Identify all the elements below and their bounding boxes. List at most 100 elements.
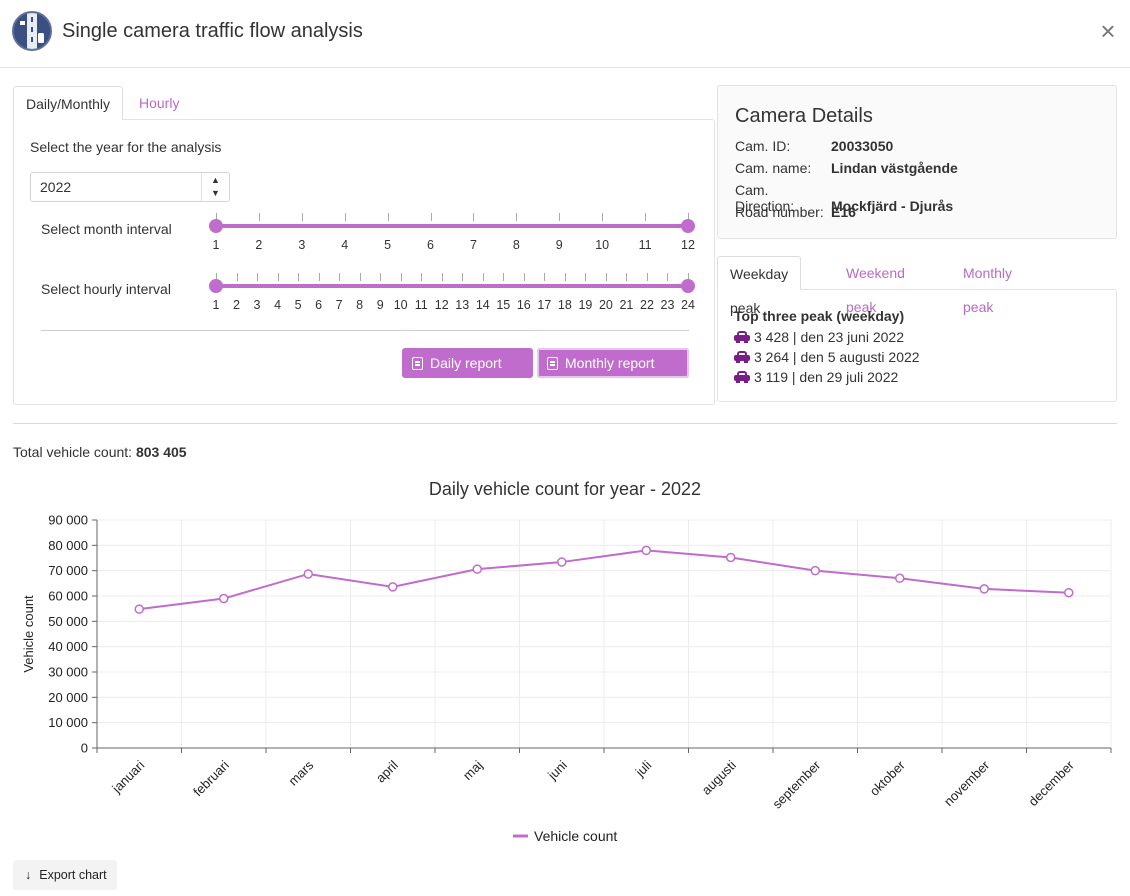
car-icon [734, 351, 750, 363]
hour-slider-tick [503, 273, 505, 281]
month-slider-tick [645, 213, 647, 221]
hour-slider-tick [523, 273, 525, 281]
cam-name-value: Lindan västgående [831, 160, 958, 176]
hour-slider-tick [688, 273, 689, 281]
tab-hourly[interactable]: Hourly [139, 95, 180, 111]
hour-slider-tick-label: 17 [537, 298, 552, 312]
cam-name-row: Cam. name: Lindan västgående [735, 160, 958, 176]
y-tick-label: 10 000 [48, 715, 88, 730]
year-value: 2022 [40, 179, 72, 195]
month-slider-tick-label: 12 [681, 238, 695, 252]
tab-weekday-peak[interactable]: Weekday peak [717, 256, 802, 316]
tab-daily-monthly[interactable]: Daily/Monthly [13, 86, 124, 120]
hour-slider-tick-label: 1 [212, 298, 220, 312]
data-point[interactable] [810, 565, 820, 576]
hour-slider-tick [236, 273, 238, 281]
tab-weekend-peak[interactable]: Weekend peak [846, 265, 905, 315]
month-slider-tick-label: 1 [212, 238, 220, 252]
month-slider-tick [602, 213, 604, 221]
hour-slider-tick-label: 16 [516, 298, 531, 312]
monthly-report-label: Monthly report [565, 355, 655, 371]
hour-slider-tick-label: 4 [274, 298, 282, 312]
x-tick-label: juni [544, 757, 570, 783]
hour-slider-tick [216, 273, 217, 281]
month-slider-start-handle[interactable] [209, 219, 223, 233]
x-tick-label: maj [460, 757, 485, 782]
y-tick-label: 0 [81, 741, 88, 756]
close-icon[interactable]: × [1100, 16, 1116, 46]
road-number-value: E16 [831, 204, 856, 220]
stepper-down-icon[interactable]: ▼ [211, 188, 220, 198]
month-slider-tick-label: 9 [555, 238, 563, 252]
month-slider-end-handle[interactable] [681, 219, 695, 233]
hour-slider-end-handle[interactable] [681, 279, 695, 293]
hour-slider-tick-label: 5 [294, 298, 302, 312]
data-point[interactable] [726, 552, 736, 563]
hour-slider-tick [257, 273, 259, 281]
export-chart-label: Export chart [39, 868, 107, 882]
series-line-vehicle-count [139, 549, 1069, 611]
data-point[interactable] [1064, 587, 1074, 598]
hour-slider-track[interactable] [216, 284, 688, 288]
hour-slider-tick [585, 273, 587, 281]
section-divider [13, 423, 1117, 424]
hour-slider-tick-label: 10 [393, 298, 408, 312]
peak-item-text: 3 428 | den 23 juni 2022 [754, 329, 904, 345]
x-tick-label: januari [108, 757, 147, 796]
hour-slider-tick-label: 15 [496, 298, 511, 312]
data-point[interactable] [388, 582, 398, 592]
peak-title: Top three peak (weekday) [734, 308, 905, 324]
hour-slider-start-handle[interactable] [209, 279, 223, 293]
report-icon [547, 357, 558, 370]
data-point[interactable] [557, 557, 567, 567]
monthly-report-button[interactable]: Monthly report [537, 348, 689, 378]
data-point[interactable] [979, 584, 989, 594]
hour-slider-tick [298, 273, 300, 281]
car-icon [734, 371, 750, 383]
hour-slider-tick [339, 273, 341, 281]
month-slider-tick [301, 213, 303, 221]
hour-slider-tick-label: 18 [557, 298, 572, 312]
legend-label[interactable]: Vehicle count [534, 828, 617, 844]
camera-logo-icon [12, 11, 52, 51]
tab-monthly-peak[interactable]: Monthly peak [963, 265, 1013, 315]
peak-panel: Top three peak (weekday) 3 428 | den 23 … [717, 289, 1117, 402]
x-tick-label: september [769, 757, 824, 812]
data-point[interactable] [641, 545, 651, 556]
dialog-title: Single camera traffic flow analysis [62, 20, 363, 42]
data-point[interactable] [895, 573, 905, 584]
data-point[interactable] [303, 569, 313, 579]
export-chart-button[interactable]: ↓ Export chart [13, 860, 117, 890]
hour-slider-tick-label: 19 [578, 298, 593, 312]
car-icon [734, 331, 750, 343]
y-tick-label: 50 000 [48, 614, 88, 629]
total-vehicle-count: Total vehicle count: 803 405 [13, 444, 187, 460]
cam-direction-row: Cam. Direction: Mockfjärd - Djurås [735, 182, 953, 214]
data-point[interactable] [134, 604, 144, 614]
month-slider-tick-label: 11 [638, 238, 652, 252]
year-stepper[interactable]: ▲ ▼ [201, 173, 229, 201]
stepper-up-icon[interactable]: ▲ [211, 175, 220, 185]
daily-report-button[interactable]: Daily report [402, 348, 533, 378]
month-slider-tick-label: 8 [512, 238, 520, 252]
hour-slider-tick-label: 20 [598, 298, 613, 312]
month-slider-tick [430, 213, 432, 221]
hour-slider-tick-label: 14 [475, 298, 490, 312]
month-slider-tick-label: 7 [469, 238, 477, 252]
data-point[interactable] [219, 593, 229, 604]
report-icon [412, 357, 423, 370]
hour-slider-tick [605, 273, 607, 281]
y-tick-label: 30 000 [48, 665, 88, 680]
month-slider-track[interactable] [216, 224, 688, 228]
hour-slider-tick-label: 21 [619, 298, 634, 312]
year-input[interactable]: 2022 ▲ ▼ [30, 172, 230, 202]
hour-slider-tick [318, 273, 320, 281]
cam-name-key: Cam. name: [735, 160, 812, 176]
hour-slider-tick [564, 273, 566, 281]
cam-id-value: 20033050 [831, 138, 894, 154]
month-slider-tick-label: 10 [595, 238, 610, 252]
peak-item: 3 119 | den 29 juli 2022 [734, 369, 898, 385]
data-point[interactable] [472, 564, 482, 574]
hour-slider-tick [482, 273, 484, 281]
total-value: 803 405 [135, 444, 187, 460]
